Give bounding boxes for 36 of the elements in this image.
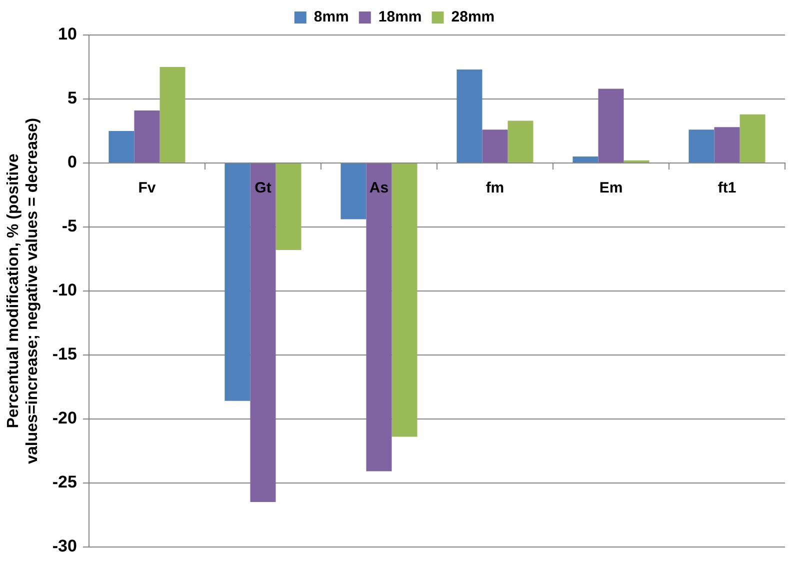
- x-tick-label: Em: [599, 180, 623, 197]
- y-tick-label: -10: [52, 280, 77, 300]
- bar: [456, 70, 482, 162]
- bar: [340, 163, 366, 220]
- bar: [392, 163, 418, 437]
- legend-label: 8mm: [314, 8, 349, 26]
- y-tick-label: -30: [52, 536, 77, 556]
- x-tick-label: As: [369, 180, 389, 197]
- y-tick-label: 5: [68, 88, 77, 108]
- bar: [160, 66, 186, 162]
- bar: [508, 120, 534, 162]
- x-tick-label: Gt: [254, 180, 272, 197]
- bar: [740, 114, 766, 162]
- y-tick-label: -5: [62, 216, 77, 236]
- bar: [714, 127, 740, 162]
- bar: [366, 163, 392, 472]
- bar: [688, 130, 714, 162]
- y-tick-label: -25: [52, 472, 77, 492]
- x-tick-label: ft1: [718, 180, 736, 197]
- bar: [134, 110, 160, 162]
- bar: [224, 163, 250, 401]
- y-tick-label: -15: [52, 344, 77, 364]
- legend-label: 28mm: [451, 8, 495, 26]
- y-tick-label: 0: [68, 152, 77, 172]
- y-axis-title: Percentual modification, % (positive values=increase; negative values = decrease): [5, 118, 42, 464]
- bar: [482, 130, 508, 162]
- bar: [108, 130, 134, 162]
- legend-label: 18mm: [378, 8, 422, 26]
- bar: [572, 156, 598, 162]
- x-tick-label: Fv: [138, 180, 156, 197]
- x-tick-label: fm: [486, 180, 504, 197]
- y-tick-label: 10: [58, 24, 77, 44]
- y-tick-label: -20: [52, 408, 77, 428]
- bar: [598, 88, 624, 162]
- bar: [250, 163, 276, 502]
- bar: [276, 163, 302, 250]
